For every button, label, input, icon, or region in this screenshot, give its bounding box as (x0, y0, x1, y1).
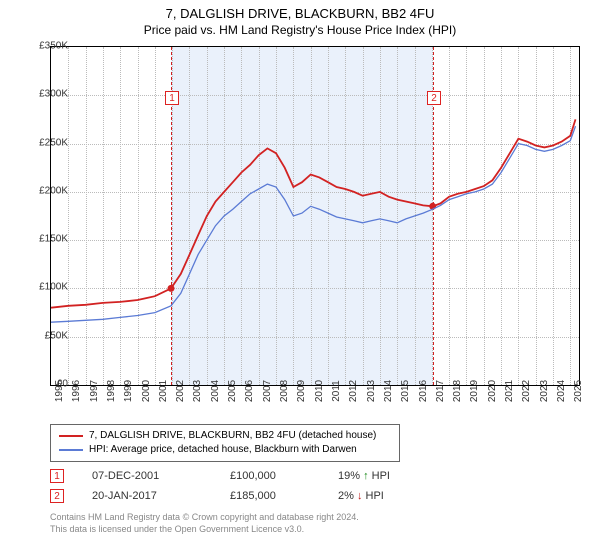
event-marker-badge: 2 (50, 489, 64, 503)
y-axis-tick-label: £50K (23, 330, 68, 341)
data-attribution: Contains HM Land Registry data © Crown c… (50, 512, 359, 535)
chart-series-line (51, 126, 576, 322)
y-axis-tick-label: £100K (23, 282, 68, 293)
arrow-down-icon: ↓ (354, 490, 366, 502)
event-pct-vs-hpi: 2% ↓ HPI (338, 490, 384, 502)
event-table: 1 07-DEC-2001 £100,000 19% ↑ HPI 2 20-JAN-201… (50, 466, 390, 506)
y-axis-tick-label: £350K (23, 41, 68, 52)
legend-swatch (59, 449, 83, 451)
chart-subtitle: Price paid vs. HM Land Registry's House … (0, 23, 600, 37)
chart-title: 7, DALGLISH DRIVE, BLACKBURN, BB2 4FU (0, 6, 600, 21)
event-row: 2 20-JAN-2017 £185,000 2% ↓ HPI (50, 486, 390, 506)
event-point-marker (168, 285, 175, 292)
chart-legend: 7, DALGLISH DRIVE, BLACKBURN, BB2 4FU (d… (50, 424, 400, 462)
y-axis-tick-label: £200K (23, 185, 68, 196)
event-pct-vs-hpi: 19% ↑ HPI (338, 470, 390, 482)
legend-item: 7, DALGLISH DRIVE, BLACKBURN, BB2 4FU (d… (59, 429, 391, 443)
attribution-line: This data is licensed under the Open Gov… (50, 524, 359, 536)
event-date: 07-DEC-2001 (92, 470, 202, 482)
event-price: £185,000 (230, 490, 310, 502)
y-axis-tick-label: £300K (23, 89, 68, 100)
y-axis-tick-label: £250K (23, 137, 68, 148)
legend-label: HPI: Average price, detached house, Blac… (89, 443, 357, 457)
event-date: 20-JAN-2017 (92, 490, 202, 502)
legend-label: 7, DALGLISH DRIVE, BLACKBURN, BB2 4FU (d… (89, 429, 376, 443)
event-row: 1 07-DEC-2001 £100,000 19% ↑ HPI (50, 466, 390, 486)
arrow-up-icon: ↑ (360, 470, 372, 482)
event-price: £100,000 (230, 470, 310, 482)
attribution-line: Contains HM Land Registry data © Crown c… (50, 512, 359, 524)
event-marker-label: 1 (165, 91, 179, 105)
y-axis-tick-label: £0 (23, 379, 68, 390)
event-marker-label: 2 (427, 91, 441, 105)
y-axis-tick-label: £150K (23, 234, 68, 245)
event-marker-badge: 1 (50, 469, 64, 483)
legend-item: HPI: Average price, detached house, Blac… (59, 443, 391, 457)
legend-swatch (59, 435, 83, 437)
chart-plot-area: 1995199619971998199920002001200220032004… (50, 46, 580, 386)
chart-series-line (51, 119, 576, 307)
